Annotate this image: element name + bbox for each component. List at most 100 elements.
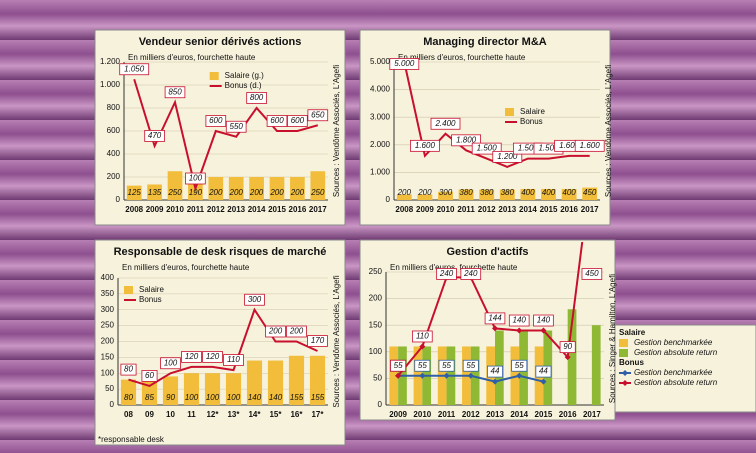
legend-swatch <box>619 339 628 347</box>
data-label-box <box>119 63 150 76</box>
data-label: 200 <box>229 188 244 197</box>
y-tick-label: 300 <box>101 305 115 314</box>
legend-swatch <box>209 72 219 80</box>
y-tick-label: 400 <box>101 273 115 282</box>
data-label: 55 <box>394 361 403 370</box>
bar <box>417 194 433 200</box>
data-label: 1.600 <box>580 141 601 150</box>
data-label-box <box>412 330 433 343</box>
y-tick-label: 2.000 <box>370 140 391 149</box>
data-label: 1.500 <box>518 144 539 153</box>
data-label: 240 <box>439 269 454 278</box>
data-label: 380 <box>459 188 473 197</box>
chart-subtitle: En milliers d'euros, fourchette haute <box>128 53 256 62</box>
data-label: 100 <box>227 393 241 402</box>
data-label: 380 <box>501 188 515 197</box>
marker <box>467 372 474 379</box>
y-tick-label: 50 <box>105 384 114 393</box>
y-tick-label: 0 <box>116 195 121 204</box>
bar <box>162 376 179 405</box>
bar <box>246 360 263 405</box>
legend-label: Salaire (g.) <box>225 71 264 80</box>
bar <box>541 188 556 200</box>
data-label: 250 <box>167 188 182 197</box>
y-tick-label: 200 <box>101 337 115 346</box>
x-tick-label: 2011 <box>187 205 205 214</box>
data-label: 200 <box>290 188 305 197</box>
data-label: 400 <box>542 188 556 197</box>
legend-label: Gestion benchmarkée <box>634 368 713 377</box>
data-label: 90 <box>563 342 572 351</box>
data-label: 200 <box>268 327 283 336</box>
y-tick-label: 600 <box>107 126 121 135</box>
bar <box>126 185 142 200</box>
data-label: 140 <box>537 316 551 325</box>
x-tick-label: 2011 <box>457 205 475 214</box>
data-label: 1.600 <box>415 141 436 150</box>
data-label-box <box>414 359 431 372</box>
legend-label: Bonus <box>520 117 543 126</box>
data-label-box <box>436 268 457 280</box>
y-tick-label: 1.000 <box>370 168 391 177</box>
data-label-box <box>430 117 461 130</box>
data-label-box <box>202 350 223 363</box>
data-label: 200 <box>208 188 223 197</box>
x-tick-label: 2013 <box>498 205 516 214</box>
data-label-box <box>438 359 455 372</box>
y-tick-label: 400 <box>107 149 121 158</box>
data-label: 55 <box>442 361 451 370</box>
y-tick-label: 200 <box>107 172 121 181</box>
bar <box>438 191 453 200</box>
chart-title: Managing director M&A <box>423 36 547 48</box>
data-label: 110 <box>416 332 429 341</box>
marker <box>419 372 426 379</box>
x-tick-label: 2011 <box>438 410 456 419</box>
x-tick-label: 2010 <box>166 205 184 214</box>
data-label-box <box>141 370 158 382</box>
bar <box>309 355 326 405</box>
footnote: *responsable desk <box>98 435 165 444</box>
x-tick-label: 2009 <box>416 205 434 214</box>
marker <box>516 327 523 334</box>
bar <box>591 325 601 405</box>
data-label: 400 <box>521 188 535 197</box>
bar <box>167 171 183 200</box>
y-tick-label: 350 <box>101 289 115 298</box>
bar <box>269 177 285 200</box>
data-label: 60 <box>145 371 154 380</box>
data-label-box <box>181 350 202 363</box>
x-tick-label: 15* <box>269 410 282 419</box>
y-tick-label: 100 <box>369 347 383 356</box>
x-tick-label: 2017 <box>583 410 601 419</box>
legend-label: Salaire <box>139 285 164 294</box>
data-label: 55 <box>418 361 427 370</box>
chart-title: Vendeur senior dérivés actions <box>139 36 302 48</box>
data-label: 55 <box>466 361 475 370</box>
marker <box>395 372 402 379</box>
data-label: 300 <box>439 188 453 197</box>
x-tick-label: 10 <box>166 410 175 419</box>
data-label: 135 <box>148 188 162 197</box>
bar <box>204 373 221 405</box>
data-label: 44 <box>539 367 548 376</box>
data-label-box <box>581 268 603 280</box>
x-tick-label: 2016 <box>289 205 307 214</box>
legend-marker <box>622 380 628 386</box>
x-tick-label: 2016 <box>559 410 577 419</box>
x-tick-label: 17* <box>311 410 324 419</box>
data-label-box <box>225 120 247 133</box>
bar <box>147 184 162 200</box>
x-tick-label: 2014 <box>510 410 528 419</box>
data-label: 200 <box>289 327 304 336</box>
y-tick-label: 250 <box>369 267 383 276</box>
x-tick-label: 2012 <box>207 205 225 214</box>
data-label: 85 <box>145 393 154 402</box>
legend-label: Gestion benchmarkée <box>634 338 713 347</box>
data-label-box <box>462 359 479 372</box>
data-label: 5.000 <box>394 59 415 68</box>
y-tick-label: 800 <box>107 103 121 112</box>
data-label: 100 <box>164 358 178 367</box>
line <box>133 78 319 193</box>
